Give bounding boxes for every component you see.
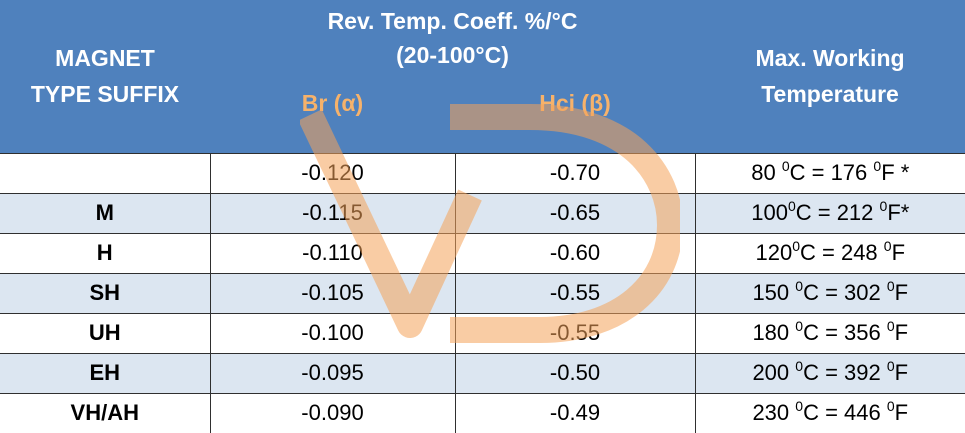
type-suffix-cell: VH/AH [0,392,210,433]
br-coeff-cell: -0.115 [209,192,455,233]
degree-mark: 0 [795,358,804,374]
degree-mark: 0 [886,358,895,374]
celsius-value: 150 [752,280,796,305]
max-temp-cell: 1000C = 212 0F* [694,192,965,233]
type-suffix-cell: SH [0,272,210,313]
degree-mark: 0 [781,158,790,174]
degree-mark: 0 [886,318,895,334]
max-temp-cell: 80 0C = 176 0F * [694,152,965,193]
hci-coeff-cell: -0.65 [454,192,696,233]
celsius-to-fahrenheit: C = 212 [795,200,880,225]
degree-mark: 0 [795,318,804,334]
hci-coeff-cell: -0.49 [454,392,696,433]
celsius-value: 100 [751,200,788,225]
table-header: MAGNET TYPE SUFFIX Rev. Temp. Coeff. %/°… [0,0,965,153]
br-coeff-cell: -0.120 [209,152,455,193]
celsius-value: 200 [752,360,796,385]
celsius-value: 120 [755,240,793,265]
hci-coeff-cell: -0.50 [454,352,696,393]
table-row: EH -0.095 -0.50 200 0C = 392 0F [0,352,965,393]
degree-mark: 0 [795,398,804,414]
degree-mark: 0 [883,238,892,254]
celsius-to-fahrenheit: C = 446 [803,400,887,425]
celsius-to-fahrenheit: C = 356 [803,320,887,345]
max-working-temperature-header: Max. Working Temperature [695,0,965,153]
degree-mark: 0 [792,238,800,254]
hci-coeff-cell: -0.55 [454,312,696,353]
hci-coeff-cell: -0.60 [454,232,696,273]
fahrenheit-unit: F [894,360,909,385]
degree-mark: 0 [879,198,888,214]
coeff-header-line2: (20-100°C) [396,42,509,68]
celsius-value: 230 [752,400,796,425]
table-row: M -0.115 -0.65 1000C = 212 0F* [0,192,965,233]
br-coeff-cell: -0.110 [209,232,455,273]
br-coeff-cell: -0.090 [209,392,455,433]
type-suffix-cell: EH [0,352,210,393]
hci-beta-header: Hci (β) [455,80,696,153]
fahrenheit-unit: F [894,320,909,345]
degree-mark: 0 [886,398,895,414]
type-suffix-cell: UH [0,312,210,353]
max-temp-cell: 200 0C = 392 0F [694,352,965,393]
fahrenheit-unit: F [891,240,906,265]
magnet-header-line1: MAGNET [55,45,155,72]
max-header-line2: Temperature [761,81,899,108]
table-row: VH/AH -0.090 -0.49 230 0C = 446 0F [0,392,965,433]
br-alpha-header: Br (α) [210,80,455,153]
br-coeff-cell: -0.100 [209,312,455,353]
type-suffix-cell [0,152,210,193]
degree-mark: 0 [787,198,796,214]
table-row: UH -0.100 -0.55 180 0C = 356 0F [0,312,965,353]
table-row: -0.120 -0.70 80 0C = 176 0F * [0,152,965,193]
degree-mark: 0 [886,278,895,294]
type-suffix-cell: M [0,192,210,233]
celsius-value: 180 [752,320,796,345]
table-body: -0.120 -0.70 80 0C = 176 0F * M -0.115 -0.65 1… [0,152,965,433]
max-header-line1: Max. Working [755,45,905,72]
fahrenheit-unit: F* [887,200,910,225]
table-row: SH -0.105 -0.55 150 0C = 302 0F [0,272,965,313]
table-row: H -0.110 -0.60 1200C = 248 0F [0,232,965,273]
fahrenheit-unit: F [894,280,909,305]
max-temp-cell: 150 0C = 302 0F [694,272,965,313]
hci-coeff-cell: -0.55 [454,272,696,313]
max-temp-cell: 1200C = 248 0F [694,232,965,273]
rev-temp-coeff-header: Rev. Temp. Coeff. %/°C (20-100°C) [210,0,696,80]
coeff-header-line1: Rev. Temp. Coeff. %/°C [327,8,578,34]
celsius-to-fahrenheit: C = 176 [789,160,874,185]
max-temp-cell: 180 0C = 356 0F [694,312,965,353]
celsius-value: 80 [751,160,782,185]
celsius-to-fahrenheit: C = 302 [803,280,887,305]
hci-coeff-cell: -0.70 [454,152,696,193]
br-coeff-cell: -0.095 [209,352,455,393]
celsius-to-fahrenheit: C = 392 [803,360,887,385]
magnet-type-suffix-header: MAGNET TYPE SUFFIX [0,0,210,153]
magnet-header-line2: TYPE SUFFIX [30,81,180,108]
degree-mark: 0 [873,158,882,174]
max-temp-cell: 230 0C = 446 0F [694,392,965,433]
type-suffix-cell: H [0,232,210,273]
fahrenheit-unit: F * [881,160,910,185]
degree-mark: 0 [795,278,804,294]
br-coeff-cell: -0.105 [209,272,455,313]
fahrenheit-unit: F [894,400,909,425]
celsius-to-fahrenheit: C = 248 [800,240,884,265]
